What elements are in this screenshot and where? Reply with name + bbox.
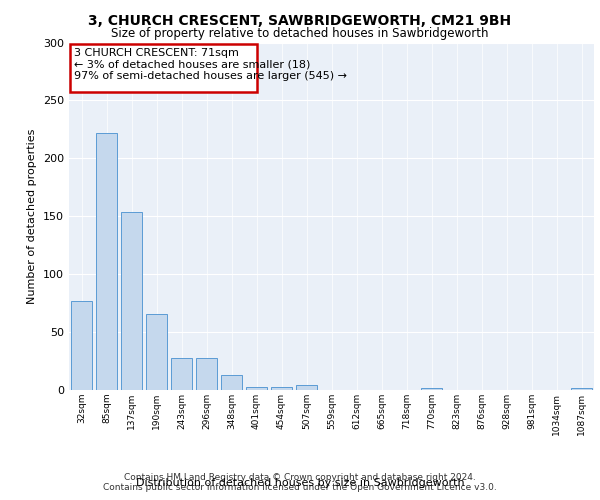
Bar: [296, 386, 317, 390]
Text: Contains HM Land Registry data © Crown copyright and database right 2024.
Contai: Contains HM Land Registry data © Crown c…: [103, 472, 497, 492]
Text: ← 3% of detached houses are smaller (18): ← 3% of detached houses are smaller (18): [74, 60, 310, 70]
Bar: [71, 301, 92, 390]
Bar: [221, 375, 242, 390]
Bar: [271, 386, 292, 390]
Bar: [171, 358, 192, 390]
Text: 3, CHURCH CRESCENT, SAWBRIDGEWORTH, CM21 9BH: 3, CHURCH CRESCENT, SAWBRIDGEWORTH, CM21…: [88, 14, 512, 28]
Text: 3 CHURCH CRESCENT: 71sqm: 3 CHURCH CRESCENT: 71sqm: [74, 48, 239, 58]
Bar: [571, 388, 592, 390]
Bar: [246, 386, 267, 390]
Bar: [146, 314, 167, 390]
FancyBboxPatch shape: [70, 44, 257, 92]
Bar: [96, 133, 117, 390]
Text: 97% of semi-detached houses are larger (545) →: 97% of semi-detached houses are larger (…: [74, 72, 347, 82]
Bar: [196, 358, 217, 390]
Bar: [121, 212, 142, 390]
Bar: [421, 388, 442, 390]
Text: Distribution of detached houses by size in Sawbridgeworth: Distribution of detached houses by size …: [136, 478, 464, 488]
Y-axis label: Number of detached properties: Number of detached properties: [28, 128, 37, 304]
Text: Size of property relative to detached houses in Sawbridgeworth: Size of property relative to detached ho…: [111, 28, 489, 40]
